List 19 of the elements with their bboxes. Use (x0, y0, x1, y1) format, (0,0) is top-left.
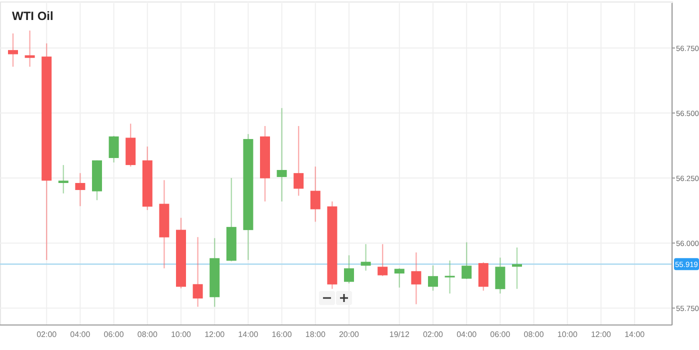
x-tick-label: 19/12 (389, 330, 410, 339)
x-tick-label: 08:00 (524, 330, 544, 339)
x-tick-label: 10:00 (170, 330, 192, 339)
x-tick-label: 12:00 (204, 330, 226, 339)
x-tick-label: 02:00 (422, 330, 444, 339)
x-tick-label: 06:00 (490, 330, 511, 339)
x-tick-label: 12:00 (590, 330, 612, 339)
x-tick-label: 02:00 (36, 330, 58, 339)
x-tick-label: 14:00 (624, 330, 646, 339)
x-tick-label: 06:00 (104, 330, 124, 339)
x-tick-label: 08:00 (137, 330, 158, 339)
x-tick-label: 14:00 (238, 330, 259, 339)
text: WTI Oil (12, 9, 54, 23)
x-tick-label: 04:00 (456, 330, 478, 339)
x-tick-label: 16:00 (272, 330, 292, 339)
x-tick-label: 04:00 (70, 330, 91, 339)
x-tick-label: 20:00 (338, 330, 360, 339)
x-tick-label: 18:00 (305, 330, 326, 339)
x-tick-label: 10:00 (557, 330, 578, 339)
